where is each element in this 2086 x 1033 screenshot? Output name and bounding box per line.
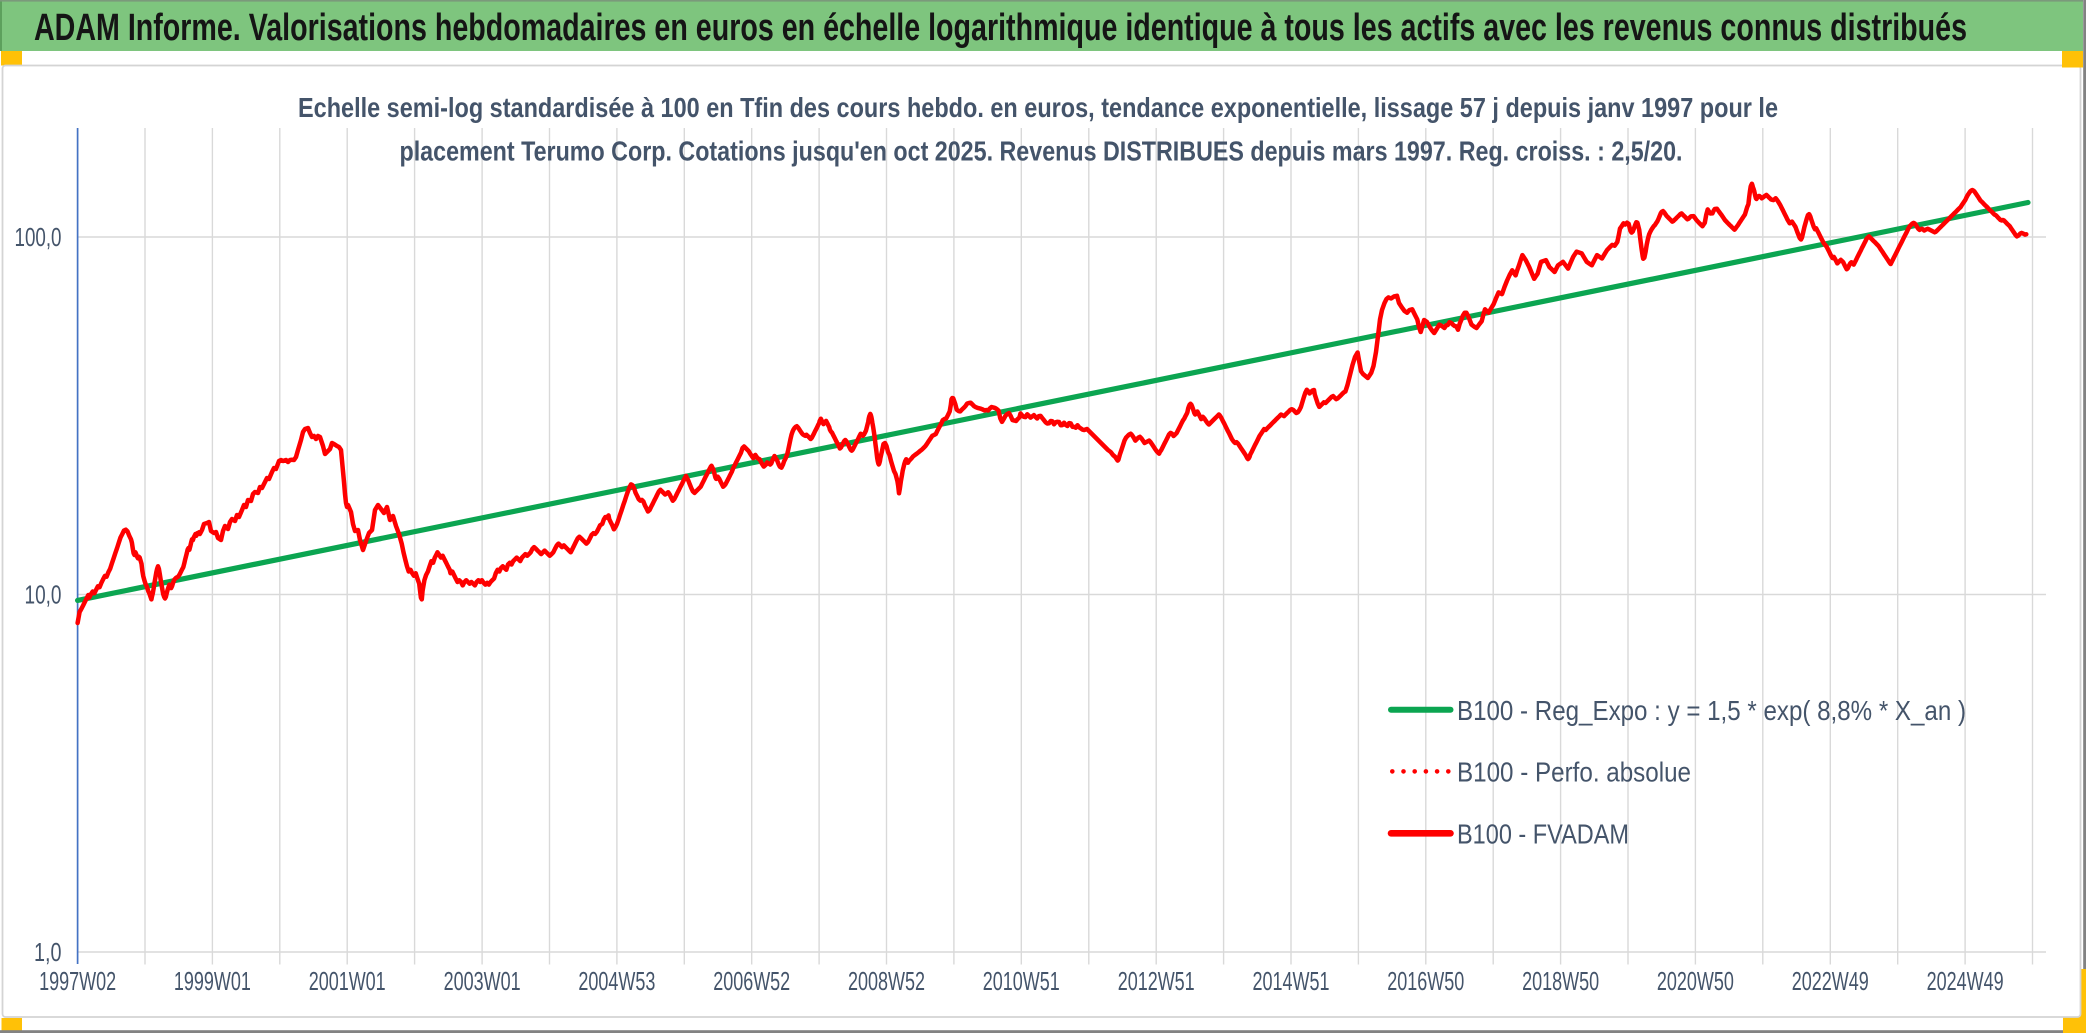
svg-text:1,0: 1,0 [34,937,62,967]
svg-text:2014W51: 2014W51 [1253,966,1330,996]
svg-text:2003W01: 2003W01 [444,966,521,996]
svg-text:B100 - Perfo. absolue: B100 - Perfo. absolue [1457,757,1691,788]
svg-text:2001W01: 2001W01 [309,966,386,996]
svg-text:2024W49: 2024W49 [1927,966,2004,996]
svg-text:B100 - FVADAM: B100 - FVADAM [1457,819,1629,850]
svg-text:2012W51: 2012W51 [1118,966,1195,996]
svg-text:placement Terumo Corp. Cotatio: placement Terumo Corp. Cotations jusqu'e… [400,136,1683,167]
svg-text:10,0: 10,0 [25,580,62,610]
svg-text:2020W50: 2020W50 [1657,966,1734,996]
svg-text:100,0: 100,0 [15,222,62,252]
svg-text:1997W02: 1997W02 [39,966,116,996]
svg-text:2006W52: 2006W52 [713,966,790,996]
svg-text:2016W50: 2016W50 [1387,966,1464,996]
svg-text:2004W53: 2004W53 [578,966,655,996]
svg-text:2018W50: 2018W50 [1522,966,1599,996]
svg-text:Echelle semi-log standardisée: Echelle semi-log standardisée à 100 en T… [298,92,1778,123]
svg-text:1999W01: 1999W01 [174,966,251,996]
svg-text:B100 - Reg_Expo : y = 1,5 * ex: B100 - Reg_Expo : y = 1,5 * exp( 8,8% * … [1457,695,1966,726]
svg-text:2008W52: 2008W52 [848,966,925,996]
svg-text:2022W49: 2022W49 [1792,966,1869,996]
svg-text:2010W51: 2010W51 [983,966,1060,996]
svg-text:ADAM Informe. Valorisations he: ADAM Informe. Valorisations hebdomadaire… [34,7,1967,49]
